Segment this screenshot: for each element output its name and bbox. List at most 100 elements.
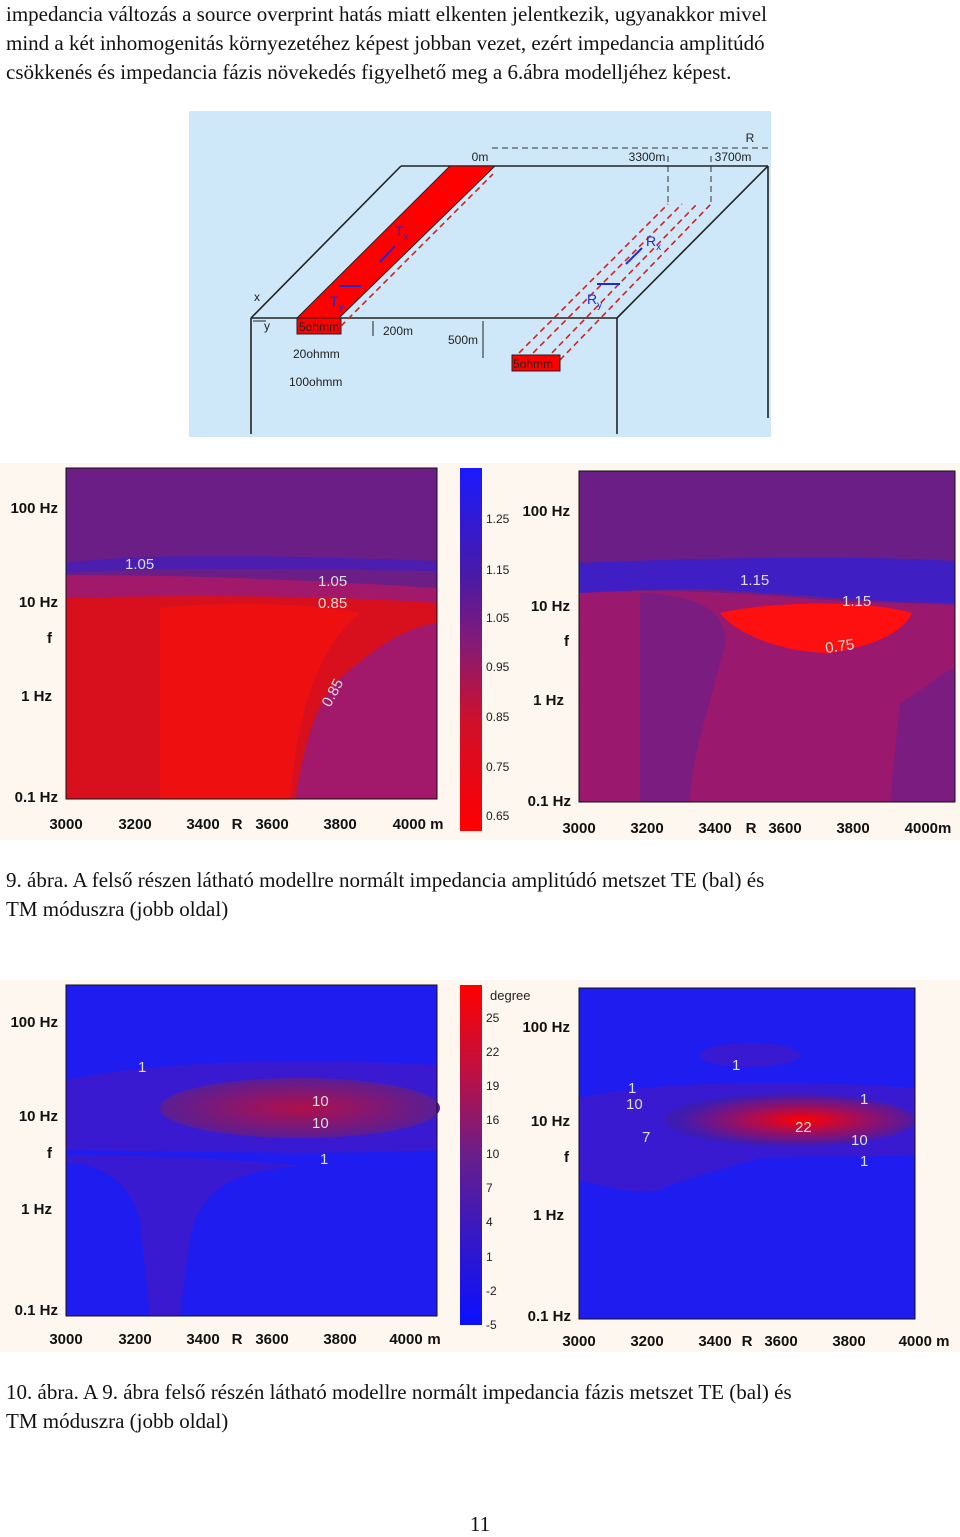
page-number: 11	[469, 1512, 491, 1536]
fig10-colorbar-tick: -2	[486, 1284, 497, 1298]
fig10-right-xtick-3400: 3400	[698, 1333, 731, 1350]
fig9-left-contour-label: 1.05	[318, 573, 347, 590]
fig10-left-xtick-unit: m	[427, 1331, 440, 1348]
fig9-left-xtick-3400: 3400	[186, 816, 219, 833]
figure-10-caption-line-2: TM móduszra (jobb oldal)	[6, 1409, 229, 1433]
intro-line-3: csökkenés és impedancia fázis növekedés …	[6, 60, 732, 84]
dashed-projection	[340, 173, 712, 361]
label-100ohmm: 100ohmm	[289, 375, 342, 389]
label-tx: Tx	[395, 223, 409, 243]
fig9-left-ylabel: f	[47, 630, 53, 647]
fig10-right-xtick-3000: 3000	[562, 1333, 595, 1350]
fig10-right-contour-label: 1	[860, 1153, 868, 1170]
depth-markers	[253, 320, 484, 358]
fig10-right-xtick-3600: 3600	[764, 1333, 797, 1350]
fig9-right-contour-label: 0.75	[824, 636, 855, 657]
fig10-left-contour-label: 10	[312, 1115, 329, 1132]
label-axis-y: y	[264, 319, 270, 333]
fig9-left-ytick-10hz: 10 Hz	[19, 594, 58, 611]
fig10-right-ytick-10hz: 10 Hz	[531, 1113, 570, 1130]
fig9-left-ytick-01hz: 0.1 Hz	[15, 789, 58, 806]
fig10-left-xtick-3200: 3200	[118, 1331, 151, 1348]
fig10-colorbar-tick: 16	[486, 1113, 500, 1127]
fig9-colorbar-tick: 0.85	[486, 710, 510, 724]
right-block	[511, 354, 561, 372]
fig10-right-xtick-3800: 3800	[832, 1333, 865, 1350]
fig10-left-ytick-1hz: 1 Hz	[21, 1201, 52, 1218]
fig10-colorbar-tick: 7	[486, 1181, 493, 1195]
figure-10-phase: 100 Hz 10 Hz f 1 Hz 0.1 Hz 3000 3200 340…	[0, 980, 960, 1352]
label-3700m: 3700m	[715, 150, 752, 164]
fig10-colorbar-tick: 1	[486, 1250, 493, 1264]
label-200m: 200m	[383, 324, 413, 338]
label-rx: Rx	[646, 233, 661, 253]
fig10-right-ylabel: f	[564, 1149, 570, 1166]
fig10-left-contour-label: 1	[320, 1151, 328, 1168]
fig9-colorbar-tick: 0.65	[486, 809, 510, 823]
label-3300m: 3300m	[629, 150, 666, 164]
label-20ohmm: 20ohmm	[293, 347, 340, 361]
fig10-right-contour-label: 1	[860, 1091, 868, 1108]
fig10-left-xtick-4000: 4000	[389, 1331, 422, 1348]
label-r-top: R	[746, 131, 755, 145]
fig9-right-xtick-3000: 3000	[562, 820, 595, 837]
figure-9-amplitude: 100 Hz 10 Hz f 1 Hz 0.1 Hz 3000 3200 340…	[0, 463, 960, 840]
figure-9-caption: 9. ábra. A felső részen látható modellre…	[6, 866, 954, 924]
fig9-right-xtick-4000: 4000m	[905, 820, 952, 837]
label-axis-x: x	[254, 290, 260, 304]
fig10-left-panel	[65, 984, 440, 1317]
survey-markers	[339, 245, 643, 287]
fig9-left-panel	[65, 467, 438, 800]
fig10-colorbar-unit: degree	[490, 988, 530, 1003]
fig10-right-xtick-4000: 4000 m	[899, 1333, 950, 1350]
fig10-left-contour-label: 1	[138, 1059, 146, 1076]
fig10-right-contour-label: 1	[628, 1080, 636, 1097]
fig10-colorbar-tick: 22	[486, 1045, 500, 1059]
fig9-right-panel	[578, 470, 956, 803]
fig10-left-xtick-3800: 3800	[323, 1331, 356, 1348]
dimension-guides	[492, 147, 768, 204]
fig9-right-xtick-3400: 3400	[698, 820, 731, 837]
fig10-left-contour-label: 10	[312, 1093, 329, 1110]
fig9-colorbar-tick: 0.95	[486, 660, 510, 674]
fig10-colorbar-tick: 4	[486, 1215, 493, 1229]
fig10-left-xtick-r: R	[232, 1331, 243, 1348]
fig10-left-ytick-01hz: 0.1 Hz	[15, 1302, 58, 1319]
model-figure: R 0m 3300m 3700m x y 5ohmm 200m 500m 20o…	[189, 111, 771, 437]
fig10-colorbar-tick: 19	[486, 1079, 500, 1093]
fig9-right-xtick-3800: 3800	[836, 820, 869, 837]
fig9-right-contour-label: 1.15	[842, 593, 871, 610]
fig9-left-xtick-4000: 4000 m	[393, 816, 444, 833]
fig10-colorbar-tick: -5	[486, 1318, 497, 1332]
fig10-right-ytick-1hz: 1 Hz	[533, 1207, 564, 1224]
fig9-right-ylabel: f	[564, 633, 570, 650]
intro-line-2: mind a két inhomogenitás környezetéhez k…	[6, 31, 765, 55]
fig9-left-ytick-100hz: 100 Hz	[10, 500, 58, 517]
fig10-left-ylabel: f	[47, 1145, 53, 1162]
fig10-left-xtick-3000: 3000	[49, 1331, 82, 1348]
intro-paragraph: impedancia változás a source overprint h…	[6, 0, 954, 87]
label-ty: Ty	[330, 293, 344, 313]
fig10-right-contour-label: 7	[642, 1129, 650, 1146]
fig9-colorbar-tick: 1.25	[486, 512, 510, 526]
fig9-right-xtick-3600: 3600	[768, 820, 801, 837]
fig9-left-xtick-3200: 3200	[118, 816, 151, 833]
fig10-right-contour-label: 1	[732, 1057, 740, 1074]
fig9-left-xtick-r: R	[232, 816, 243, 833]
fig10-right-panel	[578, 987, 916, 1320]
fig9-left-xtick-3600: 3600	[255, 816, 288, 833]
fig9-right-xtick-r: R	[746, 820, 757, 837]
fig9-right-ytick-100hz: 100 Hz	[522, 503, 570, 520]
fig9-right-contour-label: 1.15	[740, 572, 769, 589]
fig10-right-contour-label: 22	[795, 1119, 812, 1136]
fig10-left-xtick-3400: 3400	[186, 1331, 219, 1348]
fig9-left-contour-label: 0.85	[318, 595, 347, 612]
label-ry: Ry	[587, 291, 602, 311]
fig10-colorbar-tick: 10	[486, 1147, 500, 1161]
fig10-colorbar	[460, 985, 482, 1325]
fig9-left-contour-label: 1.05	[125, 556, 154, 573]
fig9-left-xtick-3800: 3800	[323, 816, 356, 833]
fig9-right-ytick-1hz: 1 Hz	[533, 692, 564, 709]
figure-9-caption-line-1: 9. ábra. A felső részen látható modellre…	[6, 868, 765, 892]
label-5ohmm-left: 5ohmm	[299, 320, 339, 334]
